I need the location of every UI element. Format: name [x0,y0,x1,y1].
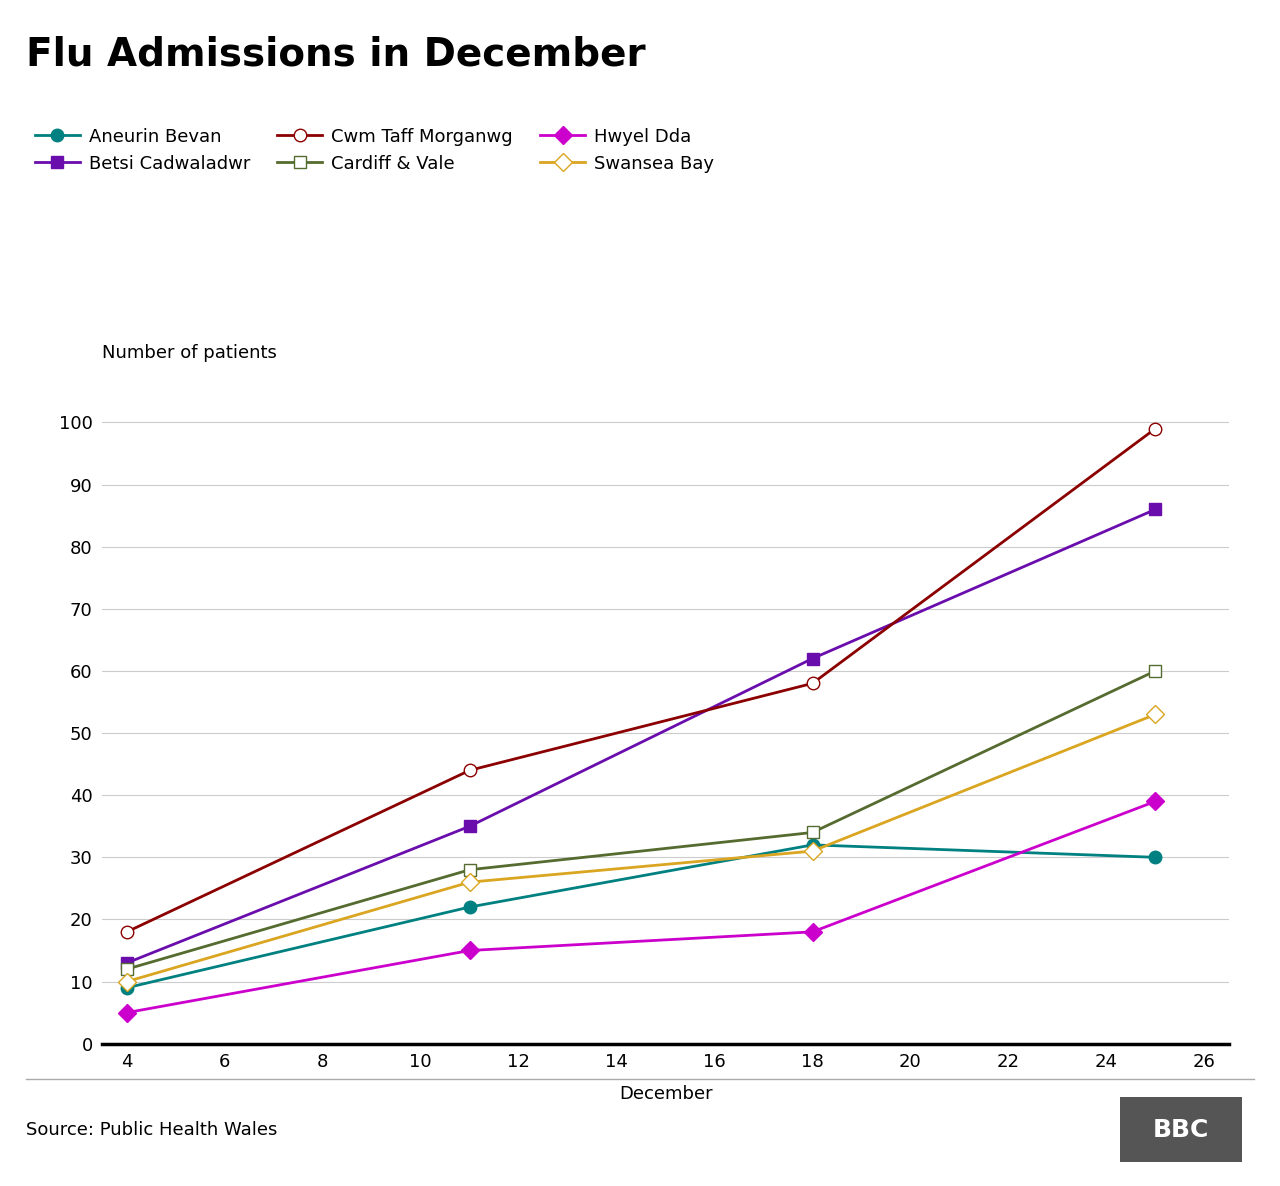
Swansea Bay [462,875,477,890]
Text: Number of patients: Number of patients [102,344,278,362]
Aneurin Bevan [462,900,477,914]
Line: Cwm Taff Morganwg: Cwm Taff Morganwg [120,422,1161,938]
Swansea Bay [1148,707,1164,721]
Line: Aneurin Bevan: Aneurin Bevan [120,839,1161,994]
Line: Hwyel Dda: Hwyel Dda [120,795,1161,1019]
Aneurin Bevan [1148,850,1164,865]
Aneurin Bevan [805,837,820,852]
Hwyel Dda [1148,795,1164,809]
Swansea Bay [119,975,134,989]
Hwyel Dda [119,1006,134,1020]
Line: Cardiff & Vale: Cardiff & Vale [120,664,1161,975]
Cardiff & Vale [805,825,820,840]
Text: Source: Public Health Wales: Source: Public Health Wales [26,1121,276,1139]
Hwyel Dda [462,943,477,957]
Betsi Cadwaladwr [119,956,134,970]
Cwm Taff Morganwg [805,676,820,690]
Cardiff & Vale [1148,664,1164,678]
Hwyel Dda [805,925,820,939]
Line: Swansea Bay: Swansea Bay [120,708,1161,988]
Betsi Cadwaladwr [462,820,477,834]
Swansea Bay [805,844,820,859]
Legend: Aneurin Bevan, Betsi Cadwaladwr, Cwm Taff Morganwg, Cardiff & Vale, Hwyel Dda, S: Aneurin Bevan, Betsi Cadwaladwr, Cwm Taf… [35,128,714,173]
Cwm Taff Morganwg [462,764,477,778]
Cwm Taff Morganwg [1148,421,1164,435]
Cwm Taff Morganwg [119,925,134,939]
Betsi Cadwaladwr [805,651,820,665]
X-axis label: December: December [618,1085,713,1103]
Cardiff & Vale [119,962,134,976]
Text: BBC: BBC [1152,1117,1210,1142]
Betsi Cadwaladwr [1148,503,1164,517]
Text: Flu Admissions in December: Flu Admissions in December [26,36,645,74]
Aneurin Bevan [119,981,134,995]
Cardiff & Vale [462,862,477,876]
Line: Betsi Cadwaladwr: Betsi Cadwaladwr [120,503,1161,969]
